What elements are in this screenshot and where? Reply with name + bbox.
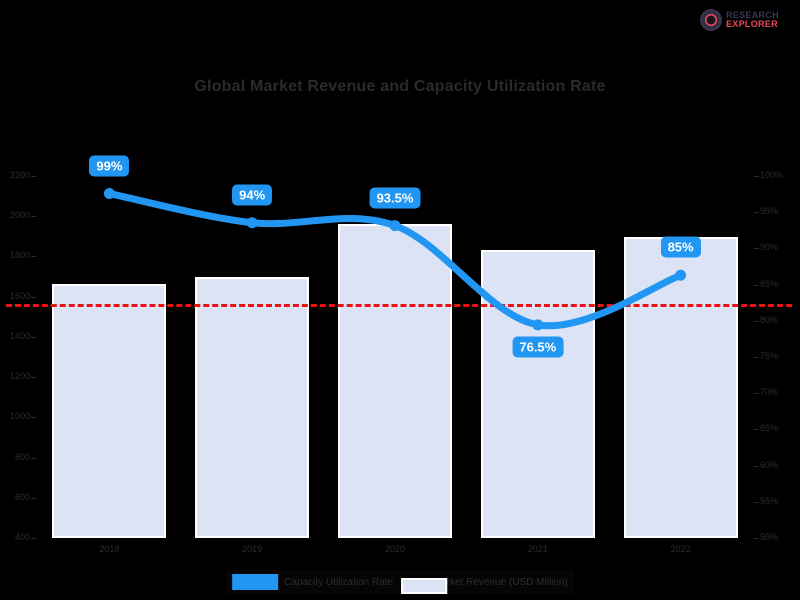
left-axis-tick-mark: [31, 377, 36, 379]
legend-swatch-line: [232, 574, 279, 590]
data-label-2020: 93.5%: [369, 187, 421, 209]
right-axis-tick-label: 80%: [760, 314, 779, 325]
right-axis-tick-mark: [754, 393, 759, 395]
left-axis-tick-mark: [31, 296, 36, 298]
bar-2018[interactable]: [52, 283, 167, 538]
right-axis-tick-label: 100%: [760, 170, 784, 180]
right-axis-tick-label: 60%: [760, 459, 779, 470]
plot-area: [38, 170, 752, 538]
left-axis-tick-label: 800: [14, 451, 30, 462]
right-axis-tick-label: 70%: [760, 387, 779, 398]
legend-item-1[interactable]: Global Market Revenue (USD Million): [401, 576, 568, 594]
legend-label: Capacity Utilization Rate: [284, 576, 394, 588]
legend-label: Global Market Revenue (USD Million): [401, 576, 568, 588]
brand-line-2: EXPLORER: [726, 19, 778, 29]
left-axis-tick-mark: [31, 538, 36, 539]
left-axis-tick-label: 600: [14, 491, 30, 502]
bar-2021[interactable]: [480, 250, 595, 538]
left-axis-tick-mark: [31, 336, 36, 338]
left-axis-tick-mark: [31, 256, 36, 258]
right-axis-tick-mark: [754, 284, 759, 286]
left-axis-tick-mark: [31, 417, 36, 419]
chart-legend: Capacity Utilization Rate Global Market R…: [226, 570, 574, 594]
left-axis-tick-label: 2000: [9, 210, 30, 221]
left-axis-tick-label: 1800: [9, 250, 30, 261]
right-axis-tick-label: 55%: [760, 495, 779, 506]
circular-target-icon: [700, 9, 722, 31]
legend-item-0[interactable]: Capacity Utilization Rate: [232, 574, 393, 590]
x-axis-tick-label-2018: 2018: [99, 544, 120, 554]
right-axis-tick-label: 90%: [760, 242, 779, 253]
right-axis-tick-mark: [754, 212, 759, 214]
right-axis-tick-mark: [754, 465, 759, 467]
left-axis-tick-mark: [31, 457, 36, 459]
left-axis-tick-label: 1000: [9, 411, 30, 422]
x-axis-tick-label-2019: 2019: [242, 544, 263, 554]
left-axis-tick-mark: [31, 176, 36, 177]
right-axis-tick-mark: [754, 538, 759, 539]
right-axis-tick-mark: [754, 357, 759, 358]
right-axis-tick-mark: [754, 176, 759, 177]
brand-line-1: RESEARCH: [726, 10, 779, 20]
right-axis-tick-mark: [754, 320, 759, 322]
x-axis-tick-label-2022: 2022: [670, 544, 691, 554]
bar-2022[interactable]: [623, 236, 738, 538]
data-label-2021: 76.5%: [512, 336, 564, 358]
left-axis-tick-label: 1600: [9, 290, 30, 301]
right-axis-tick-mark: [754, 429, 759, 431]
right-axis-tick-mark: [754, 248, 759, 250]
right-axis-tick-label: 75%: [760, 351, 779, 361]
bar-2020[interactable]: [338, 223, 452, 538]
left-axis-tick-mark: [31, 216, 36, 218]
right-axis-tick-label: 85%: [760, 278, 779, 289]
brand-logo: RESEARCH EXPLORER: [700, 4, 792, 36]
left-axis-tick-label: 400: [14, 532, 30, 542]
x-axis-tick-label-2020: 2020: [384, 544, 406, 554]
brand-wordmark: RESEARCH EXPLORER: [726, 11, 779, 29]
chart-title: Global Market Revenue and Capacity Utili…: [194, 78, 606, 95]
left-axis-tick-label: 1400: [9, 330, 30, 341]
bar-2019[interactable]: [195, 277, 310, 538]
left-axis-tick-label: 2200: [9, 170, 30, 180]
x-axis-tick-label-2021: 2021: [527, 544, 548, 554]
data-label-2018: 99%: [89, 155, 130, 177]
legend-swatch-bar: [401, 578, 448, 594]
right-axis-tick-mark: [754, 501, 759, 503]
right-axis-tick-label: 65%: [760, 423, 779, 434]
threshold-reference-line: [6, 304, 792, 308]
data-label-2022: 85%: [660, 236, 701, 258]
right-axis-tick-label: 95%: [760, 206, 779, 217]
data-label-2019: 94%: [232, 184, 273, 206]
right-axis-tick-label: 50%: [760, 532, 779, 542]
left-axis-tick-label: 1200: [9, 371, 30, 382]
left-axis-tick-mark: [31, 497, 36, 499]
